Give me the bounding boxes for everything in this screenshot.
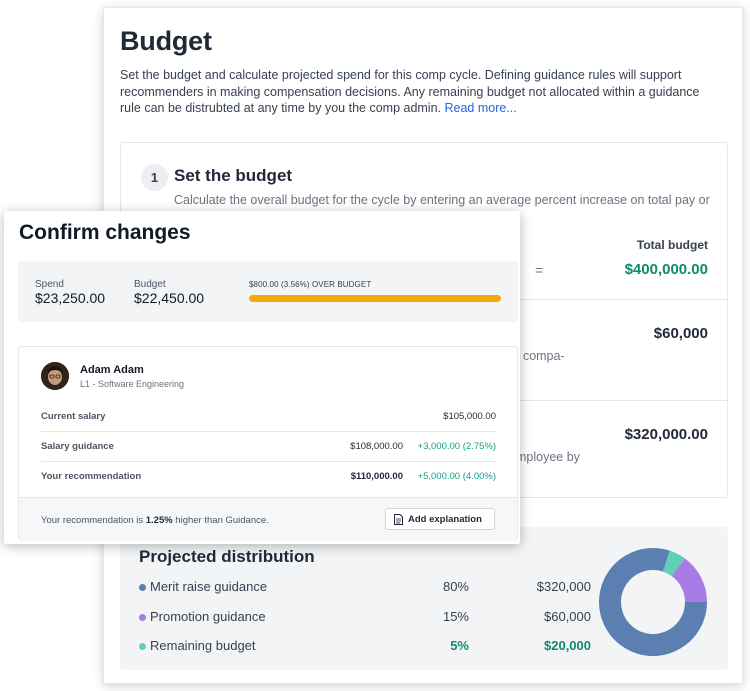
projected-label: Merit raise guidance [150,579,268,594]
footer-suffix: higher than Guidance. [172,515,269,526]
intro-text: Set the budget and calculate projected s… [120,67,720,117]
budget-value: $22,450.00 [134,290,205,306]
budget-summary: Spend $23,250.00 Budget $22,450.00 $800.… [18,261,518,322]
budget-progress-fill [249,295,501,302]
projected-label: Promotion guidance [150,609,266,624]
projected-row-remaining: Remaining budget 5% $20,000 [139,638,591,656]
spend-label: Spend [35,279,64,290]
projected-row-promotion: Promotion guidance 15% $60,000 [139,609,591,627]
document-icon [394,514,403,525]
employee-card: Adam Adam L1 - Software Engineering Curr… [18,346,518,541]
budget-progress-bar [249,295,501,302]
total-budget-value: $400,000.00 [624,261,708,278]
page-title: Budget [120,26,212,56]
donut-slice-promotion [671,558,707,602]
intro-body: Set the budget and calculate projected s… [120,68,700,115]
merit-budget-amount: $320,000.00 [624,426,708,443]
promotion-budget-amount: $60,000 [653,325,708,342]
projected-distribution-card: Projected distribution Merit raise guida… [120,527,728,670]
projected-title: Projected distribution [139,547,315,566]
over-budget-text: $800.00 (3.56%) OVER BUDGET [249,280,372,289]
current-salary-label: Current salary [41,411,106,422]
footer-percent: 1.25% [145,515,173,526]
salary-guidance-row: Salary guidance $108,000.00 +3,000.00 (2… [41,431,496,461]
merit-budget-text: mployee by [516,450,580,464]
projected-percent: 5% [450,638,469,653]
projected-amount: $20,000 [544,638,591,653]
set-budget-title: Set the budget [174,166,293,185]
employee-role: L1 - Software Engineering [80,379,185,389]
add-explanation-label: Add explanation [408,513,482,525]
recommendation-comparison-text: Your recommendation is 1.25% higher than… [41,515,269,526]
donut-slice-remaining [662,550,685,577]
recommendation-value: $110,000.00 [350,471,403,482]
divider [41,461,496,462]
recommendation-label: Your recommendation [41,471,142,482]
employee-card-footer: Your recommendation is 1.25% higher than… [19,497,517,541]
current-salary-value: $105,000.00 [443,411,496,422]
employee-name: Adam Adam [80,364,144,376]
avatar [41,362,69,390]
projected-percent: 80% [442,579,469,594]
salary-guidance-value: $108,000.00 [350,441,403,452]
current-salary-row: Current salary $105,000.00 [41,401,496,431]
projected-amount: $320,000 [536,579,591,594]
promotion-budget-text: t compa- [516,349,565,363]
recommendation-row: Your recommendation $110,000.00 +5,000.0… [41,461,496,491]
confirm-changes-dialog: Confirm changes Spend $23,250.00 Budget … [4,211,520,544]
divider [41,431,496,432]
salary-guidance-delta: +3,000.00 (2.75%) [417,441,496,452]
legend-dot-promotion [139,614,146,621]
add-explanation-button[interactable]: Add explanation [385,508,495,530]
equals-sign: = [535,262,544,278]
legend-dot-remaining [139,643,146,650]
recommendation-delta: +5,000.00 (4.00%) [417,471,496,482]
projected-amount: $60,000 [544,609,591,624]
footer-prefix: Your recommendation is [41,515,146,526]
spend-value: $23,250.00 [35,290,106,306]
projected-label: Remaining budget [150,638,256,653]
step-number: 1 [141,164,168,191]
distribution-donut-chart [599,548,707,656]
read-more-link[interactable]: Read more... [444,101,517,115]
projected-percent: 15% [442,609,469,624]
salary-guidance-label: Salary guidance [41,441,114,452]
donut-slice-merit [599,548,707,656]
legend-dot-merit [139,584,146,591]
projected-row-merit: Merit raise guidance 80% $320,000 [139,579,591,597]
avatar-image [41,362,69,390]
total-budget-label: Total budget [636,238,708,252]
budget-label: Budget [134,279,166,290]
dialog-title: Confirm changes [19,221,191,244]
